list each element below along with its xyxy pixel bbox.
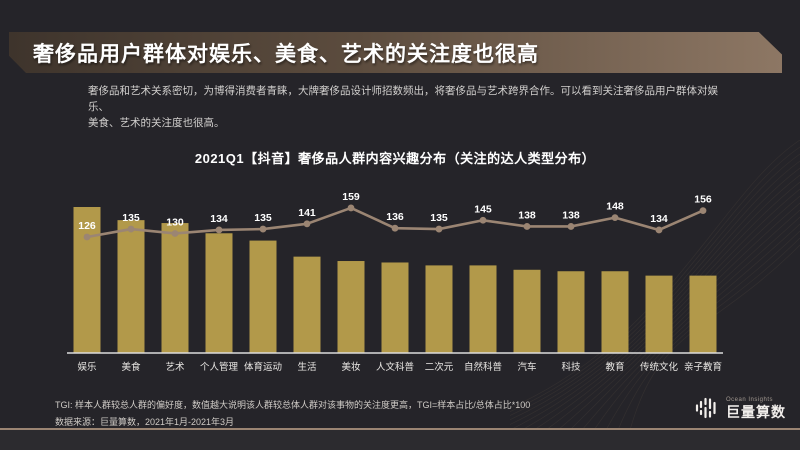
category-label-艺术: 艺术 [165,361,185,373]
category-label-亲子教育: 亲子教育 [684,361,722,373]
intro-line-1: 奢侈品和艺术关系密切，为博得消费者青睐，大牌奢侈品设计师招数频出，将奢侈品与艺术… [88,85,718,113]
intro-line-2: 美食、艺术的关注度也很高。 [88,117,225,129]
category-label-自然科普: 自然科普 [464,361,503,373]
tgi-value-label: 136 [386,211,404,223]
footer-strip [0,430,800,450]
category-label-美妆: 美妆 [341,361,361,373]
bar-人文科普 [381,262,409,353]
bar-自然科普 [469,265,497,353]
tgi-marker-生活 [303,220,311,228]
tgi-value-label: 141 [298,207,316,219]
tgi-marker-美妆 [347,204,355,212]
tgi-marker-体育运动 [259,225,267,233]
tgi-value-label: 148 [606,201,624,213]
tgi-value-label: 130 [166,216,184,228]
tgi-value-label: 138 [562,209,580,221]
tgi-marker-亲子教育 [699,207,707,214]
data-source: 数据来源：巨量算数，2021年1月-2021年3月 [55,417,235,427]
tgi-value-label: 134 [650,213,668,225]
bar-美食 [117,220,145,353]
tgi-value-label: 156 [694,194,712,206]
category-label-二次元: 二次元 [425,361,454,373]
tgi-value-label: 135 [430,212,448,224]
category-label-美食: 美食 [121,361,141,373]
bar-科技 [557,271,585,353]
bar-体育运动 [249,240,277,353]
bar-个人管理 [205,233,233,353]
bar-生活 [293,256,321,353]
brand-name-en: Ocean Insights [726,397,774,403]
category-label-人文科普: 人文科普 [376,361,415,373]
category-label-生活: 生活 [297,361,317,373]
tgi-value-label: 135 [122,212,140,224]
tgi-marker-娱乐 [83,233,91,241]
tgi-value-label: 159 [342,191,360,203]
category-label-科技: 科技 [561,361,581,373]
category-label-娱乐: 娱乐 [77,361,97,373]
page-title: 奢侈品用户群体对娱乐、美食、艺术的关注度也很高 [33,42,539,66]
tgi-marker-科技 [567,223,575,230]
combo-chart: 126 135 130 134 135 141 159 136 135 145 138 138 148 1… [65,182,725,382]
intro-paragraph: 奢侈品和艺术关系密切，为博得消费者青睐，大牌奢侈品设计师招数频出，将奢侈品与艺术… [88,83,738,131]
category-label-教育: 教育 [605,361,624,373]
category-label-传统文化: 传统文化 [640,361,679,373]
bar-亲子教育 [689,275,717,353]
bar-二次元 [425,265,453,353]
tgi-value-label: 145 [474,203,492,215]
bar-传统文化 [645,275,673,353]
category-label-汽车: 汽车 [517,361,536,373]
tgi-marker-自然科普 [479,216,487,224]
footer-divider-line [0,428,800,430]
bar-教育 [601,271,629,353]
bar-娱乐 [73,207,101,353]
chart-canvas: 126 135 130 134 135 141 159 136 135 145 138 138 148 1… [67,191,723,373]
title-banner: 奢侈品用户群体对娱乐、美食、艺术的关注度也很高 [9,32,782,73]
brand-name-cn: 巨量算数 [726,404,786,420]
bar-艺术 [161,223,189,353]
brand-logo: Ocean Insights 巨量算数 [694,395,786,421]
tgi-marker-传统文化 [655,226,663,234]
tgi-marker-二次元 [435,225,443,233]
category-label-个人管理: 个人管理 [200,361,239,373]
tgi-marker-汽车 [523,223,531,230]
tgi-value-label: 138 [518,209,536,221]
bar-汽车 [513,269,541,353]
tgi-marker-美食 [127,225,135,233]
category-label-体育运动: 体育运动 [244,361,282,373]
chart-title: 2021Q1【抖音】奢侈品人群内容兴趣分布（关注的达人类型分布） [194,151,596,166]
tgi-value-label: 135 [254,212,272,224]
tgi-marker-个人管理 [215,226,223,234]
tgi-marker-艺术 [171,230,179,237]
bar-美妆 [337,261,365,353]
tgi-footnote: TGI: 样本人群较总人群的偏好度，数值越大说明该人群较总体人群对该事物的关注度… [55,400,531,410]
tgi-marker-教育 [611,214,619,222]
tgi-value-label: 134 [210,213,228,225]
tgi-value-label: 126 [78,220,96,232]
tgi-marker-人文科普 [391,224,399,232]
ocean-insights-logo-icon [695,397,716,419]
